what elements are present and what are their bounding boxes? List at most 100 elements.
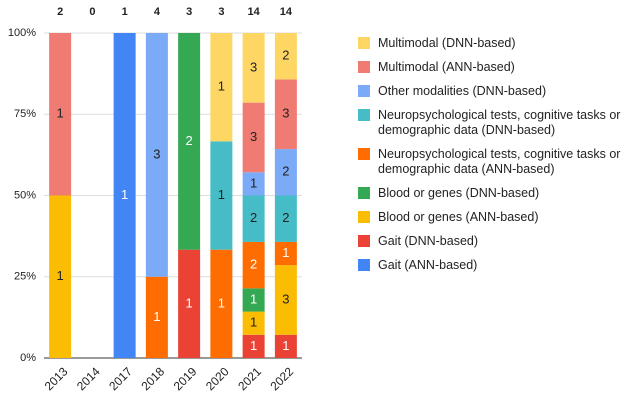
bar-segment — [145, 33, 168, 277]
legend-label: Blood or genes (ANN-based) — [378, 210, 539, 224]
segment-label: 1 — [57, 106, 64, 121]
legend-item: Gait (ANN-based) — [358, 258, 638, 273]
x-tick-label: 2017 — [106, 364, 135, 393]
bar-segment — [178, 33, 201, 250]
total-label: 14 — [280, 6, 293, 18]
segment-label: 2 — [186, 133, 193, 148]
x-tick-label: 2019 — [171, 364, 200, 393]
bar-segment — [242, 334, 265, 358]
total-label: 1 — [122, 6, 128, 18]
legend-item: Multimodal (DNN-based) — [358, 36, 638, 51]
legend-label: Neuropsychological tests, cognitive task… — [378, 108, 621, 137]
segment-label: 2 — [250, 210, 257, 225]
segment-label: 2 — [282, 48, 289, 63]
legend-label: Multimodal (DNN-based) — [378, 36, 516, 50]
segment-label: 1 — [282, 338, 289, 353]
total-label: 3 — [186, 6, 192, 18]
segment-label: 1 — [250, 175, 257, 190]
legend-item: Other modalities (DNN-based) — [358, 84, 638, 99]
legend-item: Neuropsychological tests, cognitive task… — [358, 147, 638, 177]
segment-label: 1 — [153, 309, 160, 324]
bar-segment — [242, 241, 265, 289]
x-tick-label: 2022 — [267, 364, 296, 393]
total-label: 14 — [248, 6, 261, 18]
chart: 0% 25% 50% 75% 100% 1 1 2 2013 0 2014 1 1 2017 1 3 4 2018… — [8, 6, 302, 393]
x-tick-label: 2021 — [235, 364, 264, 393]
legend-item: Neuropsychological tests, cognitive task… — [358, 108, 638, 138]
segment-label: 3 — [282, 106, 289, 121]
bar-segment — [210, 33, 233, 142]
y-tick-label: 100% — [8, 27, 36, 39]
bar-segment — [274, 149, 297, 196]
y-tick-label: 75% — [14, 108, 36, 120]
segment-label: 1 — [282, 245, 289, 260]
bar-segment — [49, 195, 72, 358]
segment-label: 3 — [250, 59, 257, 74]
bar-segment — [274, 241, 297, 266]
total-label: 0 — [89, 6, 95, 18]
segment-label: 1 — [250, 338, 257, 353]
segment-label: 2 — [250, 257, 257, 272]
bar-segment — [178, 249, 201, 358]
legend-swatch — [358, 187, 370, 199]
legend-label: Neuropsychological tests, cognitive task… — [378, 147, 621, 176]
x-tick-label: 2013 — [42, 364, 71, 393]
legend-swatch — [358, 259, 370, 271]
bar-segment — [242, 172, 265, 196]
y-tick-label: 0% — [20, 352, 36, 364]
total-label: 4 — [154, 6, 161, 18]
total-label: 3 — [218, 6, 224, 18]
y-tick-label: 50% — [14, 189, 36, 201]
bar-segment — [274, 265, 297, 335]
x-tick-label: 2020 — [203, 364, 232, 393]
legend-label: Gait (ANN-based) — [378, 258, 478, 272]
segment-label: 2 — [282, 210, 289, 225]
segment-label: 1 — [250, 315, 257, 330]
legend-swatch — [358, 37, 370, 49]
bar-segment — [242, 195, 265, 242]
legend-swatch — [358, 235, 370, 247]
bar-segment — [274, 79, 297, 150]
legend-swatch — [358, 109, 370, 121]
bar-segment — [242, 288, 265, 312]
legend-swatch — [358, 85, 370, 97]
segment-label: 2 — [282, 164, 289, 179]
segment-label: 3 — [250, 129, 257, 144]
legend-label: Gait (DNN-based) — [378, 234, 479, 248]
bar-segment — [145, 276, 168, 358]
segment-label: 3 — [153, 146, 160, 161]
legend-item: Gait (DNN-based) — [358, 234, 638, 249]
segment-label: 1 — [57, 268, 64, 283]
bar-segment — [242, 33, 265, 103]
segment-label: 3 — [282, 291, 289, 306]
legend-swatch — [358, 211, 370, 223]
y-tick-label: 25% — [14, 271, 36, 283]
bar-segment — [274, 195, 297, 242]
legend: Multimodal (DNN-based) Multimodal (ANN-ba… — [358, 36, 638, 282]
bar-segment — [113, 33, 136, 358]
x-tick-label: 2018 — [138, 364, 167, 393]
legend-label: Other modalities (DNN-based) — [378, 84, 547, 98]
legend-label: Blood or genes (DNN-based) — [378, 186, 540, 200]
segment-label: 1 — [218, 79, 225, 94]
x-tick-label: 2014 — [74, 364, 103, 393]
total-label: 2 — [57, 6, 63, 18]
bar-segment — [210, 249, 233, 358]
legend-label: Multimodal (ANN-based) — [378, 60, 515, 74]
bar-segment — [242, 102, 265, 173]
segment-label: 1 — [121, 187, 128, 202]
legend-item: Multimodal (ANN-based) — [358, 60, 638, 75]
bar-segment — [274, 33, 297, 80]
segment-label: 1 — [218, 187, 225, 202]
legend-swatch — [358, 148, 370, 160]
bar-segment — [274, 334, 297, 358]
bar-segment — [210, 141, 233, 250]
legend-swatch — [358, 61, 370, 73]
legend-item: Blood or genes (ANN-based) — [358, 210, 638, 225]
bar-segment — [242, 311, 265, 335]
segment-label: 1 — [186, 295, 193, 310]
bar-segment — [49, 33, 72, 196]
legend-item: Blood or genes (DNN-based) — [358, 186, 638, 201]
segment-label: 1 — [218, 295, 225, 310]
